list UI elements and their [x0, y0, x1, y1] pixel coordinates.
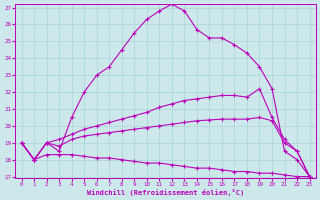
X-axis label: Windchill (Refroidissement éolien,°C): Windchill (Refroidissement éolien,°C)	[87, 189, 244, 196]
